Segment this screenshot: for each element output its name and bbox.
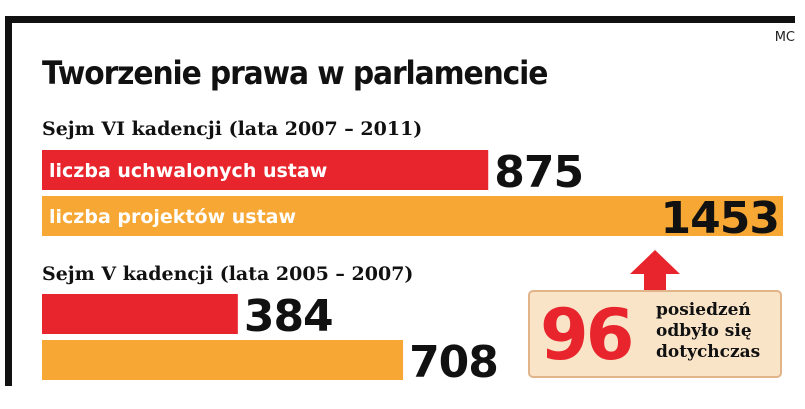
bar-value-label: 384 — [244, 291, 333, 342]
sessions-callout: 96 posiedzeń odbyło się dotychczas — [528, 290, 782, 378]
bar — [42, 294, 238, 334]
frame-left-rule — [5, 16, 12, 386]
bar — [42, 340, 404, 380]
group-label-sejm-v: Sejm V kadencji (lata 2005 – 2007) — [42, 263, 414, 285]
author-credit: MC — [774, 30, 795, 45]
bar-label: liczba projektów ustaw — [49, 206, 296, 228]
sessions-text-line: dotychczas — [656, 342, 761, 362]
up-arrow-icon — [630, 250, 680, 292]
group-label-sejm-vi: Sejm VI kadencji (lata 2007 – 2011) — [42, 118, 423, 140]
bar-label: liczba uchwalonych ustaw — [49, 160, 327, 182]
sessions-count: 96 — [540, 294, 634, 376]
bar-value-label: 1453 — [661, 193, 779, 244]
frame-top-rule — [5, 16, 795, 23]
chart-title: Tworzenie prawa w parlamencie — [42, 54, 548, 92]
bar — [42, 150, 489, 190]
sessions-text-line: posiedzeń — [656, 300, 751, 320]
bar-value-label: 708 — [409, 337, 498, 388]
sessions-description: posiedzeń odbyło się dotychczas — [656, 300, 760, 363]
bar — [42, 196, 783, 236]
bar-value-label: 875 — [494, 147, 583, 198]
sessions-text-line: odbyło się — [656, 321, 752, 341]
